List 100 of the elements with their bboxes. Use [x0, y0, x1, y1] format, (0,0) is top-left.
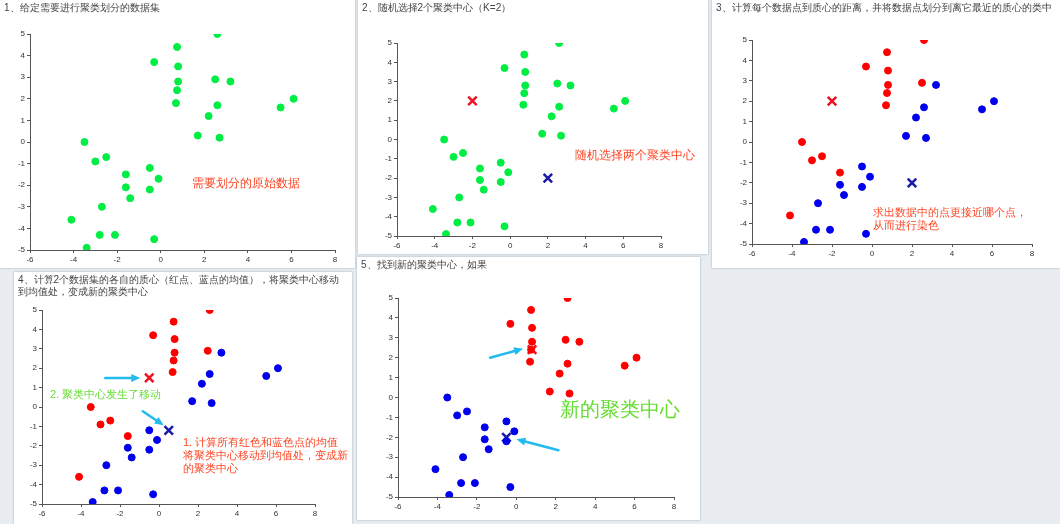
y-tick-label: 3 [32, 344, 38, 353]
point [496, 177, 505, 186]
y-tick-label: 1 [32, 382, 38, 392]
point [884, 80, 892, 89]
y-tick-label: -5 [29, 499, 38, 509]
point [932, 80, 940, 89]
x-tick-label: 8 [332, 255, 338, 264]
x-tick-label: 0 [514, 502, 520, 511]
point [150, 58, 159, 67]
point [449, 152, 458, 161]
point [431, 465, 440, 474]
x-tick-label: -6 [26, 255, 35, 264]
x-tick-label: -2 [113, 255, 122, 264]
x-tick-label: -6 [393, 241, 402, 250]
point [912, 113, 920, 122]
point [475, 164, 484, 173]
point [553, 79, 562, 88]
annotation: 随机选择两个聚类中心 [575, 148, 695, 163]
point [814, 199, 822, 208]
x-tick-label: 8 [312, 509, 318, 518]
point [443, 393, 452, 402]
annotation: 1. 计算所有红色和蓝色点的均值将聚类中心移动到均值处，变成新的聚类中心 [183, 436, 349, 476]
y-tick-label: 5 [20, 29, 26, 39]
y-tick-label: -2 [384, 173, 393, 183]
y-tick-label: -3 [17, 202, 26, 211]
point [145, 445, 154, 454]
point [922, 133, 930, 142]
y-tick-label: 0 [388, 392, 394, 402]
point [174, 77, 183, 86]
annotation: 求出数据中的点更接近哪个点，从而进行染色 [873, 206, 1028, 233]
point [883, 89, 891, 98]
point [479, 185, 488, 194]
point [173, 86, 182, 95]
y-tick-label: 3 [742, 76, 748, 85]
point [217, 348, 226, 357]
point [143, 372, 155, 384]
point [173, 42, 182, 51]
point [213, 101, 222, 110]
point [862, 229, 870, 238]
y-tick-label: 1 [742, 116, 748, 126]
point [621, 96, 630, 105]
x-tick-label: -4 [70, 255, 78, 264]
y-tick-label: 3 [20, 72, 26, 82]
point [978, 105, 986, 114]
point [215, 133, 224, 142]
y-tick-label: -1 [384, 154, 393, 163]
point [520, 50, 529, 59]
point [521, 67, 530, 76]
x-tick-label: 4 [949, 249, 955, 258]
point [466, 95, 478, 107]
x-tick-label: 2 [545, 241, 551, 250]
point [171, 99, 180, 108]
y-tick-label: 5 [387, 38, 393, 48]
point [106, 416, 115, 425]
point [812, 225, 820, 234]
point [75, 472, 84, 481]
y-tick-label: -4 [384, 211, 393, 221]
annotation: 需要划分的原始数据 [192, 176, 300, 191]
point [470, 479, 479, 488]
point [906, 177, 918, 189]
point [205, 370, 214, 379]
point [459, 149, 467, 158]
point [203, 346, 212, 355]
y-tick-label: -4 [29, 479, 38, 489]
point [86, 403, 95, 411]
y-tick-label: -5 [385, 492, 394, 502]
point [174, 62, 183, 71]
point [204, 112, 213, 121]
y-tick-label: 2 [388, 352, 394, 362]
x-tick-label: -4 [433, 502, 442, 511]
point [226, 77, 235, 86]
point [97, 202, 106, 211]
point [882, 101, 890, 110]
x-tick-label: 2 [909, 249, 915, 258]
point [502, 437, 511, 446]
x-tick-label: -2 [473, 502, 481, 511]
point [542, 172, 554, 184]
y-tick-label: 0 [387, 134, 393, 144]
point [459, 453, 468, 462]
point [565, 389, 574, 398]
point [82, 243, 91, 250]
point [506, 483, 515, 492]
point [527, 305, 536, 314]
point [521, 81, 530, 90]
point [276, 103, 285, 112]
point [632, 353, 641, 362]
y-tick-label: -3 [29, 460, 38, 470]
y-tick-label: -2 [385, 432, 394, 442]
y-tick-label: 1 [20, 115, 26, 125]
point [440, 135, 449, 144]
point [91, 157, 100, 166]
y-tick-label: 4 [32, 324, 38, 334]
x-tick-label: 4 [583, 241, 589, 250]
point [609, 104, 618, 113]
y-tick-label: 2 [32, 363, 38, 373]
y-tick-label: -2 [739, 178, 748, 187]
point [557, 131, 566, 140]
point [168, 368, 177, 377]
point [145, 185, 154, 194]
y-tick-label: 5 [32, 305, 38, 315]
